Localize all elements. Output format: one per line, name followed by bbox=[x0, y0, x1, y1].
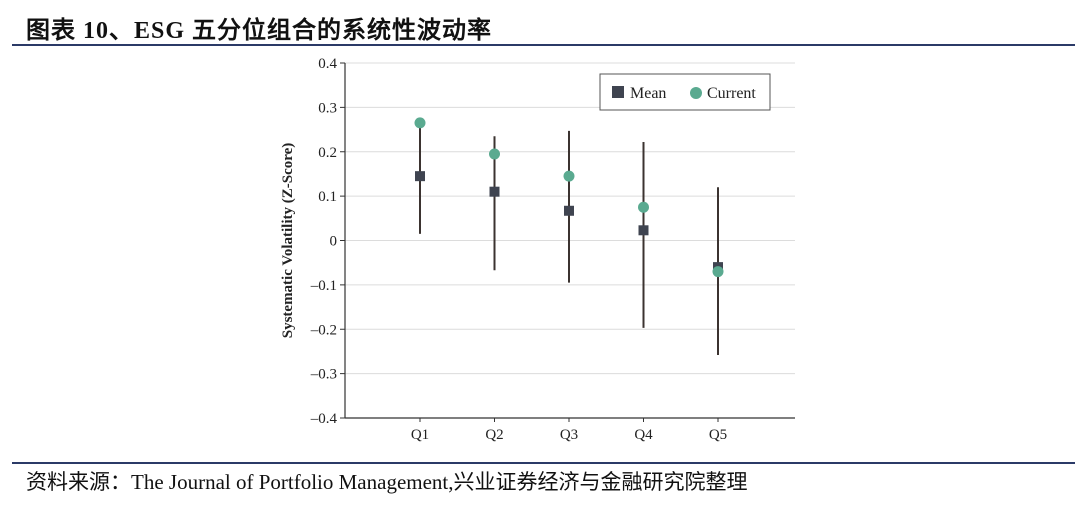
current-point bbox=[414, 117, 426, 129]
legend-current-label: Current bbox=[707, 85, 756, 102]
y-tick-label: –0.2 bbox=[310, 322, 337, 338]
x-tick-label: Q3 bbox=[560, 427, 578, 443]
data-points bbox=[414, 117, 724, 278]
source-note: 资料来源：The Journal of Portfolio Management… bbox=[26, 470, 748, 494]
figure-title: 图表 10、ESG 五分位组合的系统性波动率 bbox=[26, 18, 493, 44]
legend-mean-label: Mean bbox=[630, 85, 666, 102]
legend-box bbox=[599, 73, 771, 111]
x-tick-label: Q2 bbox=[485, 427, 503, 443]
mean-point bbox=[489, 186, 500, 197]
x-tick-label: Q5 bbox=[709, 427, 727, 443]
mean-point bbox=[415, 171, 425, 182]
axes bbox=[340, 62, 795, 422]
volatility-chart: 0.40.30.20.10–0.1–0.2–0.3–0.4Q1 Q2 Q3 Q4 Q5 … bbox=[280, 56, 795, 443]
y-axis-title: Systematic Volatility (Z-Score) bbox=[280, 143, 296, 339]
y-tick-label: 0.1 bbox=[318, 189, 337, 205]
legend-mean-marker bbox=[612, 86, 624, 98]
error-bars bbox=[419, 122, 719, 355]
current-point bbox=[563, 170, 575, 182]
tick-labels: 0.4 0.3 0.2 0.1 0 –0.1 –0.2 –0.3 –0.4 Q1 Q2 Q3 Q4 Q5 bbox=[310, 56, 727, 443]
y-tick-label: 0.4 bbox=[318, 56, 337, 72]
legend-current-marker bbox=[690, 87, 702, 99]
mean-point bbox=[638, 225, 649, 236]
current-point bbox=[712, 266, 724, 278]
current-point bbox=[489, 148, 500, 160]
x-tick-label: Q4 bbox=[634, 427, 653, 443]
y-tick-label: –0.4 bbox=[310, 411, 338, 427]
x-tick-label: Q1 bbox=[411, 427, 429, 443]
source-rule bbox=[12, 462, 1075, 464]
y-tick-label: 0 bbox=[330, 234, 338, 250]
legend: Mean Current bbox=[599, 73, 771, 111]
y-tick-label: 0.2 bbox=[318, 145, 337, 161]
title-rule bbox=[12, 44, 1075, 46]
current-point bbox=[638, 201, 649, 213]
y-tick-label: –0.1 bbox=[310, 278, 337, 294]
y-tick-label: –0.3 bbox=[310, 367, 337, 383]
mean-point bbox=[564, 205, 574, 216]
y-tick-label: 0.3 bbox=[318, 100, 337, 116]
